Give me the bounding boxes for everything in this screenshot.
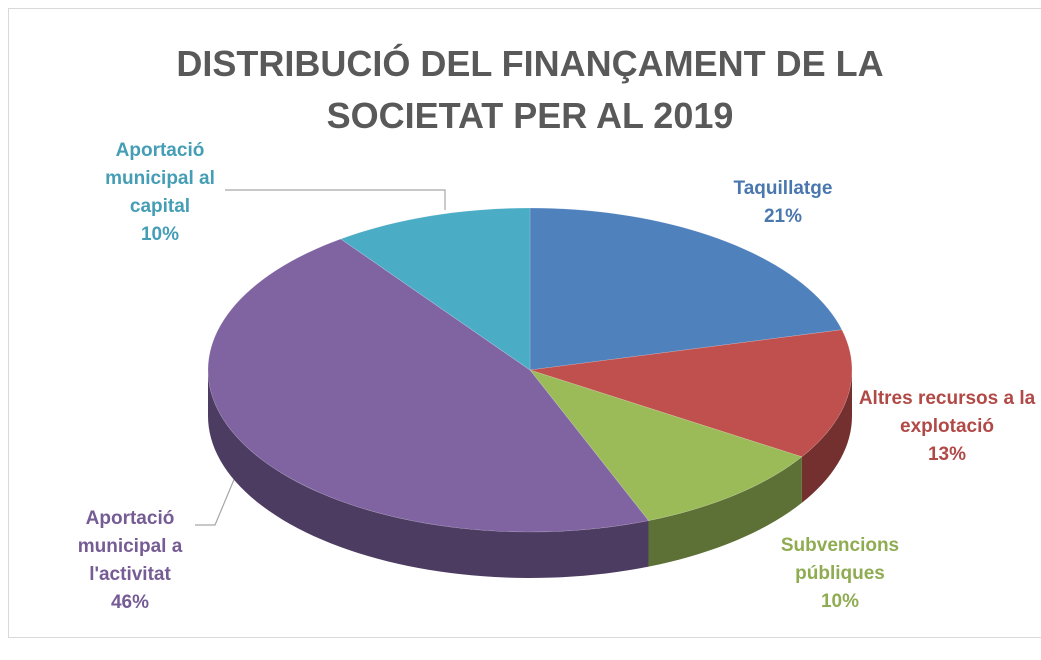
slice-side xyxy=(648,456,802,567)
slice-side xyxy=(801,370,852,503)
slice xyxy=(529,329,853,458)
value-label: 10% xyxy=(140,224,180,245)
chart-title: DISTRIBUCIÓ DEL FINANÇAMENT DE LA SOCIET… xyxy=(176,43,884,136)
chart-frame xyxy=(8,8,1041,638)
leader-line xyxy=(225,189,446,210)
value-label: 10% xyxy=(820,591,860,612)
category-label: Aportació municipal al capital xyxy=(105,140,215,217)
slice-side xyxy=(208,370,649,578)
data-label: Taquillatge 21% xyxy=(703,175,863,231)
category-label: Subvencions públiques xyxy=(780,535,900,584)
value-label: 46% xyxy=(110,592,150,613)
value-label: 13% xyxy=(927,444,967,465)
slice xyxy=(529,207,843,371)
category-label: Altres recursos a la explotació xyxy=(858,388,1036,437)
value-label: 21% xyxy=(763,206,803,227)
data-label: Altres recursos a la explotació 13% xyxy=(857,385,1037,469)
slice xyxy=(529,369,803,521)
slice xyxy=(207,238,650,533)
data-label: Aportació municipal al capital 10% xyxy=(85,137,235,249)
data-label: Aportació municipal a l'activitat 46% xyxy=(45,505,215,617)
category-label: Taquillatge xyxy=(733,178,833,199)
pie-sides xyxy=(208,370,852,578)
category-label: Aportació municipal a l'activitat xyxy=(77,508,183,585)
slice xyxy=(340,207,531,371)
leader-line xyxy=(195,469,239,526)
data-label: Subvencions públiques 10% xyxy=(760,532,920,616)
